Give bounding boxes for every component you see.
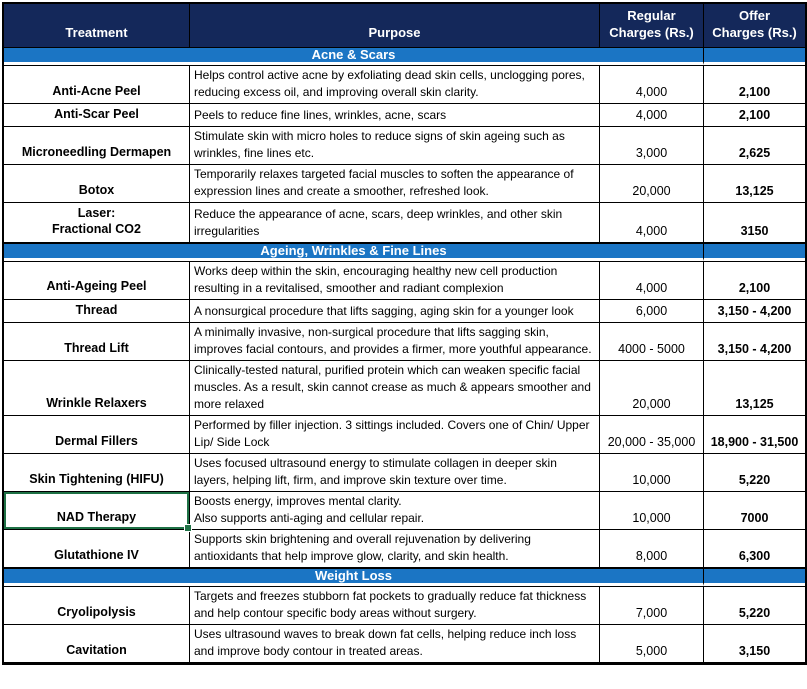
section-title[interactable]: Ageing, Wrinkles & Fine Lines: [4, 242, 704, 261]
treatment-cell[interactable]: Dermal Fillers: [4, 415, 190, 454]
purpose-cell[interactable]: Peels to reduce fine lines, wrinkles, ac…: [190, 103, 600, 128]
section-row: Acne & Scars: [4, 46, 805, 65]
offer-charges-cell[interactable]: 2,100: [704, 64, 805, 104]
column-header-treatment[interactable]: Treatment: [4, 4, 190, 47]
treatment-cell[interactable]: Cryolipolysis: [4, 585, 190, 625]
table-row: Anti-Acne Peel Helps control active acne …: [4, 64, 805, 104]
column-header-purpose[interactable]: Purpose: [190, 4, 600, 47]
selection-fill-handle[interactable]: [184, 523, 192, 532]
header-row: Treatment Purpose Regular Charges (Rs.) …: [4, 4, 805, 47]
regular-charges-cell[interactable]: 10,000: [600, 453, 704, 492]
section-filler-cell[interactable]: [704, 567, 805, 586]
treatment-cell[interactable]: Thread: [4, 299, 190, 323]
table-row: Glutathione IV Supports skin brightening …: [4, 529, 805, 568]
purpose-cell[interactable]: Supports skin brightening and overall re…: [190, 529, 600, 568]
table-row: Skin Tightening (HIFU) Uses focused ultra…: [4, 453, 805, 492]
regular-charges-cell[interactable]: 20,000: [600, 360, 704, 416]
treatment-cell[interactable]: Thread Lift: [4, 322, 190, 361]
purpose-cell[interactable]: A nonsurgical procedure that lifts saggi…: [190, 299, 600, 323]
section-filler-cell[interactable]: [704, 242, 805, 261]
section-filler-cell[interactable]: [704, 46, 805, 65]
offer-charges-cell[interactable]: 18,900 - 31,500: [704, 415, 805, 454]
offer-charges-cell[interactable]: 6,300: [704, 529, 805, 568]
offer-charges-cell[interactable]: 5,220: [704, 453, 805, 492]
purpose-cell[interactable]: Helps control active acne by exfoliating…: [190, 64, 600, 104]
offer-charges-cell[interactable]: 5,220: [704, 585, 805, 625]
purpose-cell[interactable]: Uses focused ultrasound energy to stimul…: [190, 453, 600, 492]
pricing-table-grid: Treatment Purpose Regular Charges (Rs.) …: [4, 4, 805, 663]
offer-charges-cell[interactable]: 2,100: [704, 260, 805, 300]
regular-charges-cell[interactable]: 20,000 - 35,000: [600, 415, 704, 454]
table-row: Microneedling Dermapen Stimulate skin wit…: [4, 127, 805, 166]
regular-charges-cell[interactable]: 3,000: [600, 127, 704, 166]
table-row: Wrinkle Relaxers Clinically-tested natura…: [4, 360, 805, 416]
regular-charges-cell[interactable]: 4,000: [600, 103, 704, 128]
offer-charges-cell[interactable]: 2,625: [704, 127, 805, 166]
column-header-offer-charges[interactable]: Offer Charges (Rs.): [704, 4, 805, 47]
section-title[interactable]: Acne & Scars: [4, 46, 704, 65]
purpose-cell[interactable]: Uses ultrasound waves to break down fat …: [190, 624, 600, 663]
regular-charges-cell[interactable]: 20,000: [600, 165, 704, 204]
table-row: Anti-Ageing Peel Works deep within the sk…: [4, 260, 805, 300]
regular-charges-cell[interactable]: 4,000: [600, 203, 704, 243]
table-row: Laser: Fractional CO2 Reduce the appearan…: [4, 203, 805, 243]
treatment-cell[interactable]: Anti-Scar Peel: [4, 103, 190, 128]
offer-charges-cell[interactable]: 7000: [704, 491, 805, 530]
purpose-cell[interactable]: Stimulate skin with micro holes to reduc…: [190, 127, 600, 166]
treatment-price-table: Treatment Purpose Regular Charges (Rs.) …: [2, 2, 807, 665]
table-row: NAD Therapy Boosts energy, improves menta…: [4, 491, 805, 532]
offer-charges-cell[interactable]: 3,150: [704, 624, 805, 663]
treatment-cell[interactable]: Microneedling Dermapen: [4, 127, 190, 166]
regular-charges-cell[interactable]: 4000 - 5000: [600, 322, 704, 361]
treatment-cell[interactable]: Anti-Acne Peel: [4, 64, 190, 104]
section-title[interactable]: Weight Loss: [4, 567, 704, 586]
section-row: Weight Loss: [4, 567, 805, 586]
column-header-regular-charges[interactable]: Regular Charges (Rs.): [600, 4, 704, 47]
table-row: Thread A nonsurgical procedure that lifts…: [4, 299, 805, 323]
treatment-cell[interactable]: Wrinkle Relaxers: [4, 360, 190, 416]
table-row: Thread Lift A minimally invasive, non-sur…: [4, 322, 805, 361]
purpose-cell[interactable]: Targets and freezes stubborn fat pockets…: [190, 585, 600, 625]
purpose-cell[interactable]: Boosts energy, improves mental clarity. …: [190, 491, 600, 530]
table-row: Dermal Fillers Performed by filler inject…: [4, 415, 805, 454]
regular-charges-cell[interactable]: 5,000: [600, 624, 704, 663]
treatment-cell[interactable]: Skin Tightening (HIFU): [4, 453, 190, 492]
table-row: Botox Temporarily relaxes targeted facial…: [4, 165, 805, 204]
purpose-cell[interactable]: A minimally invasive, non-surgical proce…: [190, 322, 600, 361]
offer-charges-cell[interactable]: 13,125: [704, 360, 805, 416]
treatment-cell[interactable]: Cavitation: [4, 624, 190, 663]
table-row: Anti-Scar Peel Peels to reduce fine lines…: [4, 103, 805, 128]
purpose-cell[interactable]: Works deep within the skin, encouraging …: [190, 260, 600, 300]
offer-charges-cell[interactable]: 3150: [704, 203, 805, 243]
purpose-cell[interactable]: Temporarily relaxes targeted facial musc…: [190, 165, 600, 204]
treatment-cell[interactable]: Laser: Fractional CO2: [4, 203, 190, 243]
treatment-cell[interactable]: Botox: [4, 165, 190, 204]
table-row: Cavitation Uses ultrasound waves to break…: [4, 624, 805, 663]
section-row: Ageing, Wrinkles & Fine Lines: [4, 242, 805, 261]
regular-charges-cell[interactable]: 7,000: [600, 585, 704, 625]
offer-charges-cell[interactable]: 2,100: [704, 103, 805, 128]
treatment-cell[interactable]: Anti-Ageing Peel: [4, 260, 190, 300]
purpose-cell[interactable]: Performed by filler injection. 3 sitting…: [190, 415, 600, 454]
treatment-cell[interactable]: Glutathione IV: [4, 529, 190, 568]
purpose-cell[interactable]: Reduce the appearance of acne, scars, de…: [190, 203, 600, 243]
offer-charges-cell[interactable]: 13,125: [704, 165, 805, 204]
offer-charges-cell[interactable]: 3,150 - 4,200: [704, 322, 805, 361]
purpose-cell[interactable]: Clinically-tested natural, purified prot…: [190, 360, 600, 416]
offer-charges-cell[interactable]: 3,150 - 4,200: [704, 299, 805, 323]
regular-charges-cell[interactable]: 8,000: [600, 529, 704, 568]
regular-charges-cell[interactable]: 10,000: [600, 491, 704, 530]
regular-charges-cell[interactable]: 4,000: [600, 64, 704, 104]
regular-charges-cell[interactable]: 4,000: [600, 260, 704, 300]
regular-charges-cell[interactable]: 6,000: [600, 299, 704, 323]
table-row: Cryolipolysis Targets and freezes stubbor…: [4, 585, 805, 625]
treatment-cell-selected[interactable]: NAD Therapy: [4, 491, 192, 532]
